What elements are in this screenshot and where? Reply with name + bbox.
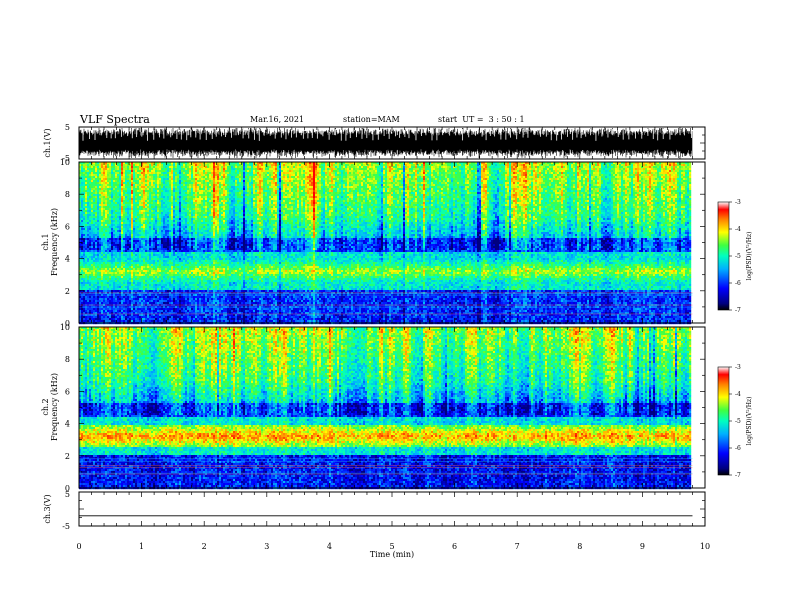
- frequency-tick-label: 10: [60, 323, 70, 332]
- ch2-spectrogram-image: [79, 327, 705, 489]
- colorbar-tick-label: -4: [735, 226, 741, 233]
- colorbar-tick-label: -7: [735, 307, 741, 314]
- x-tick-label: 7: [515, 542, 520, 551]
- ch3-waveform-ylabel: ch.3(V): [43, 494, 52, 523]
- x-tick-label: 1: [139, 542, 144, 551]
- colorbar-tick-label: -3: [735, 364, 741, 371]
- ch1-colorbar: -3 -4 -5 -6 -7 log(PSD)(V²/Hz): [718, 199, 753, 314]
- frequency-tick-label: 4: [65, 255, 70, 264]
- ch1-spectrogram-ylabel: Frequency (kHz): [50, 208, 59, 276]
- ch1-spectrogram-ylabel-top: ch.1: [41, 233, 50, 250]
- ch3-ytick-top: 5: [65, 490, 70, 499]
- x-tick-label: 0: [76, 542, 81, 551]
- x-tick-label: 10: [700, 542, 710, 551]
- frequency-tick-label: 6: [65, 387, 70, 396]
- x-tick-label: 9: [640, 542, 645, 551]
- x-tick-label: 2: [202, 542, 207, 551]
- ch1-waveform-panel: 5 -5 ch.1(V): [43, 123, 705, 163]
- ch1-colorbar-ticks: -3 -4 -5 -6 -7: [729, 199, 741, 314]
- frequency-tick-label: 2: [65, 287, 70, 296]
- ch1-colorbar-scale: [718, 202, 729, 310]
- ch1-colorbar-label: log(PSD)(V²/Hz): [746, 232, 753, 281]
- colorbar-tick-label: -5: [735, 253, 741, 260]
- frequency-tick-label: 4: [65, 420, 70, 429]
- frequency-tick-label: 8: [65, 190, 70, 199]
- frequency-tick-label: 6: [65, 222, 70, 231]
- frequency-tick-label: 2: [65, 452, 70, 461]
- colorbar-tick-label: -5: [735, 418, 741, 425]
- ch2-colorbar: -3 -4 -5 -6 -7 log(PSD)(V²/Hz): [718, 364, 753, 479]
- ch1-spectrogram-image: [79, 162, 705, 324]
- x-tick-label: 4: [327, 542, 332, 551]
- x-tick-label: 6: [452, 542, 457, 551]
- ch2-colorbar-scale: [718, 367, 729, 475]
- ch3-ytick-bottom: -5: [62, 522, 70, 531]
- ch1-waveform-ylabel: ch.1(V): [43, 128, 52, 157]
- ch3-waveform-frame: [79, 492, 705, 526]
- x-tick-label: 3: [264, 542, 269, 551]
- ch2-spectrogram-ylabel-top: ch.2: [41, 398, 50, 415]
- colorbar-tick-label: -7: [735, 472, 741, 479]
- x-tick-label: 8: [577, 542, 582, 551]
- frequency-tick-label: 10: [60, 158, 70, 167]
- x-axis-label: Time (min): [370, 550, 414, 559]
- ch2-colorbar-label: log(PSD)(V²/Hz): [746, 397, 753, 446]
- ch3-waveform-ticks: [79, 492, 705, 526]
- ch3-waveform-panel: 5 -5 ch.3(V): [43, 490, 705, 531]
- frequency-tick-label: 8: [65, 355, 70, 364]
- colorbar-tick-label: -3: [735, 199, 741, 206]
- ch1-ytick-top: 5: [65, 123, 70, 132]
- colorbar-tick-label: -6: [735, 445, 741, 452]
- colorbar-tick-label: -4: [735, 391, 741, 398]
- ch2-colorbar-ticks: -3 -4 -5 -6 -7: [729, 364, 741, 479]
- ch2-spectrogram-ylabel: Frequency (kHz): [50, 373, 59, 441]
- colorbar-tick-label: -6: [735, 280, 741, 287]
